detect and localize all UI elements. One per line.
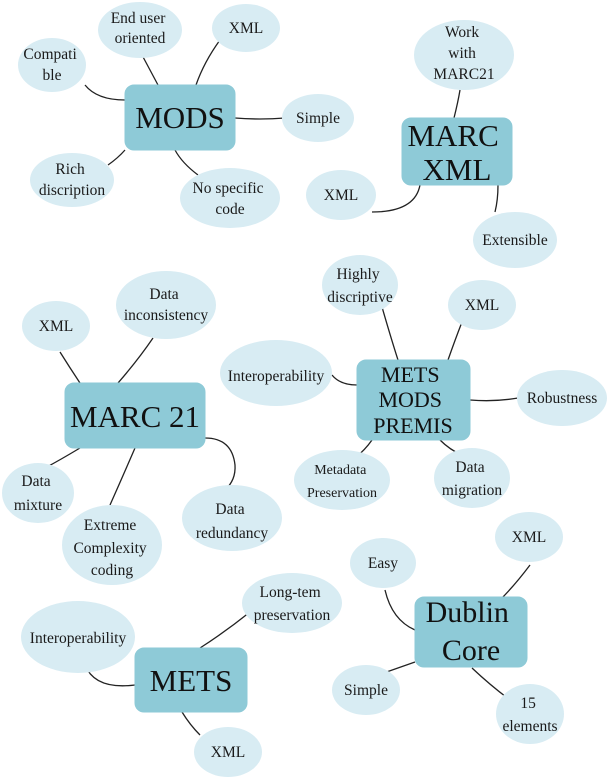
svg-text:Simple: Simple (344, 682, 388, 699)
leaf-mods-simple: Simple (282, 94, 354, 142)
leaf-no-specific-code: No specific code (180, 168, 280, 228)
leaf-dc-xml: XML (495, 512, 563, 562)
svg-text:No specific code: No specific code (193, 180, 268, 218)
leaf-mets-xml: XML (194, 727, 262, 777)
leaf-data-migration: Data migration (434, 448, 510, 508)
leaf-data-inconsistency: Data inconsistency (116, 271, 216, 339)
leaf-data-redundancy: Data redundancy (182, 485, 282, 551)
svg-text:Work with MARC: Work with MARC21 (433, 24, 494, 83)
connector-marcxml-xml (371, 184, 421, 213)
svg-text:Long-tem preservation: Long-tem preservation (254, 584, 331, 624)
svg-text:XML: XML (211, 744, 245, 761)
leaf-end-user-oriented: End user oriented (98, 2, 182, 58)
connector-marc21-redundancy (204, 437, 236, 491)
svg-text:XML: XML (39, 318, 73, 335)
svg-text:Easy: Easy (368, 555, 398, 572)
svg-text:Data inconsistency: Data inconsistency (124, 286, 209, 324)
hub-dublin-core: Dublin Core (414, 596, 528, 668)
leaf-mets-interoperability: Interoperability (21, 601, 135, 673)
svg-text:XML: XML (465, 297, 499, 314)
svg-text:Highly discriptive: Highly discriptive (327, 266, 393, 306)
leaf-highly-discriptive: Highly discriptive (322, 255, 398, 315)
svg-text:METS MODS PREM: METS MODS PREMIS (373, 362, 452, 438)
svg-text:METS: METS (150, 663, 233, 698)
leaf-mmp-xml: XML (448, 280, 516, 330)
connector-marc21-xml (59, 351, 81, 384)
leaf-robustness: Robustness (517, 370, 607, 426)
svg-text:Interoperability: Interoperability (30, 630, 127, 647)
leaf-marcxml-xml: XML (306, 170, 376, 220)
connector-mods-xml (195, 39, 221, 86)
leaf-dc-simple: Simple (332, 665, 400, 715)
leaf-extensible: Extensible (473, 212, 557, 268)
connector-mmp-interop (331, 374, 358, 386)
connector-marc21-inconsistency (117, 337, 154, 384)
connector-marcxml-work-with (453, 89, 461, 119)
svg-text:Interoperability: Interoperability (228, 368, 325, 385)
svg-text:Compati ble: Compati ble (23, 46, 80, 84)
hub-mets: METS (134, 647, 248, 713)
svg-text:Metadata Preservation: Metadata Preservation (307, 463, 377, 501)
svg-text:XML: XML (512, 529, 546, 546)
leaf-rich-discription: Rich discription (30, 153, 114, 207)
leaf-data-mixture: Data mixture (2, 463, 74, 523)
svg-text:Simple: Simple (296, 110, 340, 127)
connector-mods-end-user (141, 54, 159, 86)
connector-mmp-robustness (469, 397, 519, 402)
svg-text:Extensible: Extensible (482, 232, 548, 249)
hub-marc21: MARC 21 (64, 382, 206, 449)
connector-marc21-complexity (109, 447, 136, 506)
svg-text:XML: XML (229, 20, 263, 37)
leaf-extreme-complexity-coding: Extreme Complexity coding (62, 505, 162, 585)
svg-text:Extreme Complexity: Extreme Complexity coding (73, 517, 150, 579)
svg-text:Data migration: Data migration (442, 459, 503, 499)
connector-mods-compatible (84, 84, 126, 101)
svg-text:15 elements: 15 elements (502, 695, 557, 735)
hub-marc-xml: MARC XML (401, 117, 513, 187)
leaf-easy: Easy (350, 538, 416, 588)
connector-mets-longterm (199, 611, 251, 649)
leaves: End user oriented XML Compati ble Simple… (2, 2, 607, 777)
leaf-mmp-interoperability: Interoperability (220, 340, 332, 406)
connector-mmp-xml (447, 321, 463, 361)
connector-mods-simple (234, 117, 286, 120)
leaf-mods-xml: XML (212, 4, 280, 52)
svg-text:MODS: MODS (135, 100, 225, 135)
connector-mods-rich (107, 149, 126, 166)
connector-marcxml-extensible (494, 184, 499, 213)
connector-mets-xml (181, 711, 201, 736)
leaf-15-elements: 15 elements (496, 684, 564, 744)
leaf-marc21-xml: XML (22, 301, 90, 351)
connector-mods-no-code (174, 149, 199, 176)
svg-text:XML: XML (324, 187, 358, 204)
svg-text:Rich discription: Rich discription (39, 161, 106, 199)
leaf-long-tem-preservation: Long-tem preservation (242, 573, 342, 633)
connector-dc-xml (499, 564, 531, 601)
svg-text:End user oriented: End user oriented (111, 10, 170, 47)
svg-text:MARC XML: MARC XML (407, 118, 506, 187)
svg-text:MARC 21: MARC 21 (70, 399, 200, 434)
svg-text:Data mixture: Data mixture (14, 473, 62, 514)
svg-text:Dublin Core: Dublin Core (426, 596, 517, 667)
hub-mets-mods-premis: METS MODS PREMIS (356, 359, 471, 441)
leaf-work-with-marc21: Work with MARC21 (414, 20, 514, 90)
svg-text:Robustness: Robustness (527, 390, 598, 407)
connector-dc-easy (384, 589, 416, 631)
hubs: MODS MARC XML MARC 21 METS MODS PREMIS M… (64, 84, 528, 713)
hub-mods: MODS (124, 84, 236, 151)
leaf-metadata-preservation: Metadata Preservation (294, 450, 390, 510)
leaf-compatible: Compati ble (18, 38, 86, 92)
svg-text:Data redundancy: Data redundancy (196, 501, 269, 542)
